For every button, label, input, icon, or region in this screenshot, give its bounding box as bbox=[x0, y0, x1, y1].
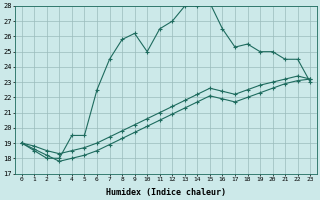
X-axis label: Humidex (Indice chaleur): Humidex (Indice chaleur) bbox=[106, 188, 226, 197]
